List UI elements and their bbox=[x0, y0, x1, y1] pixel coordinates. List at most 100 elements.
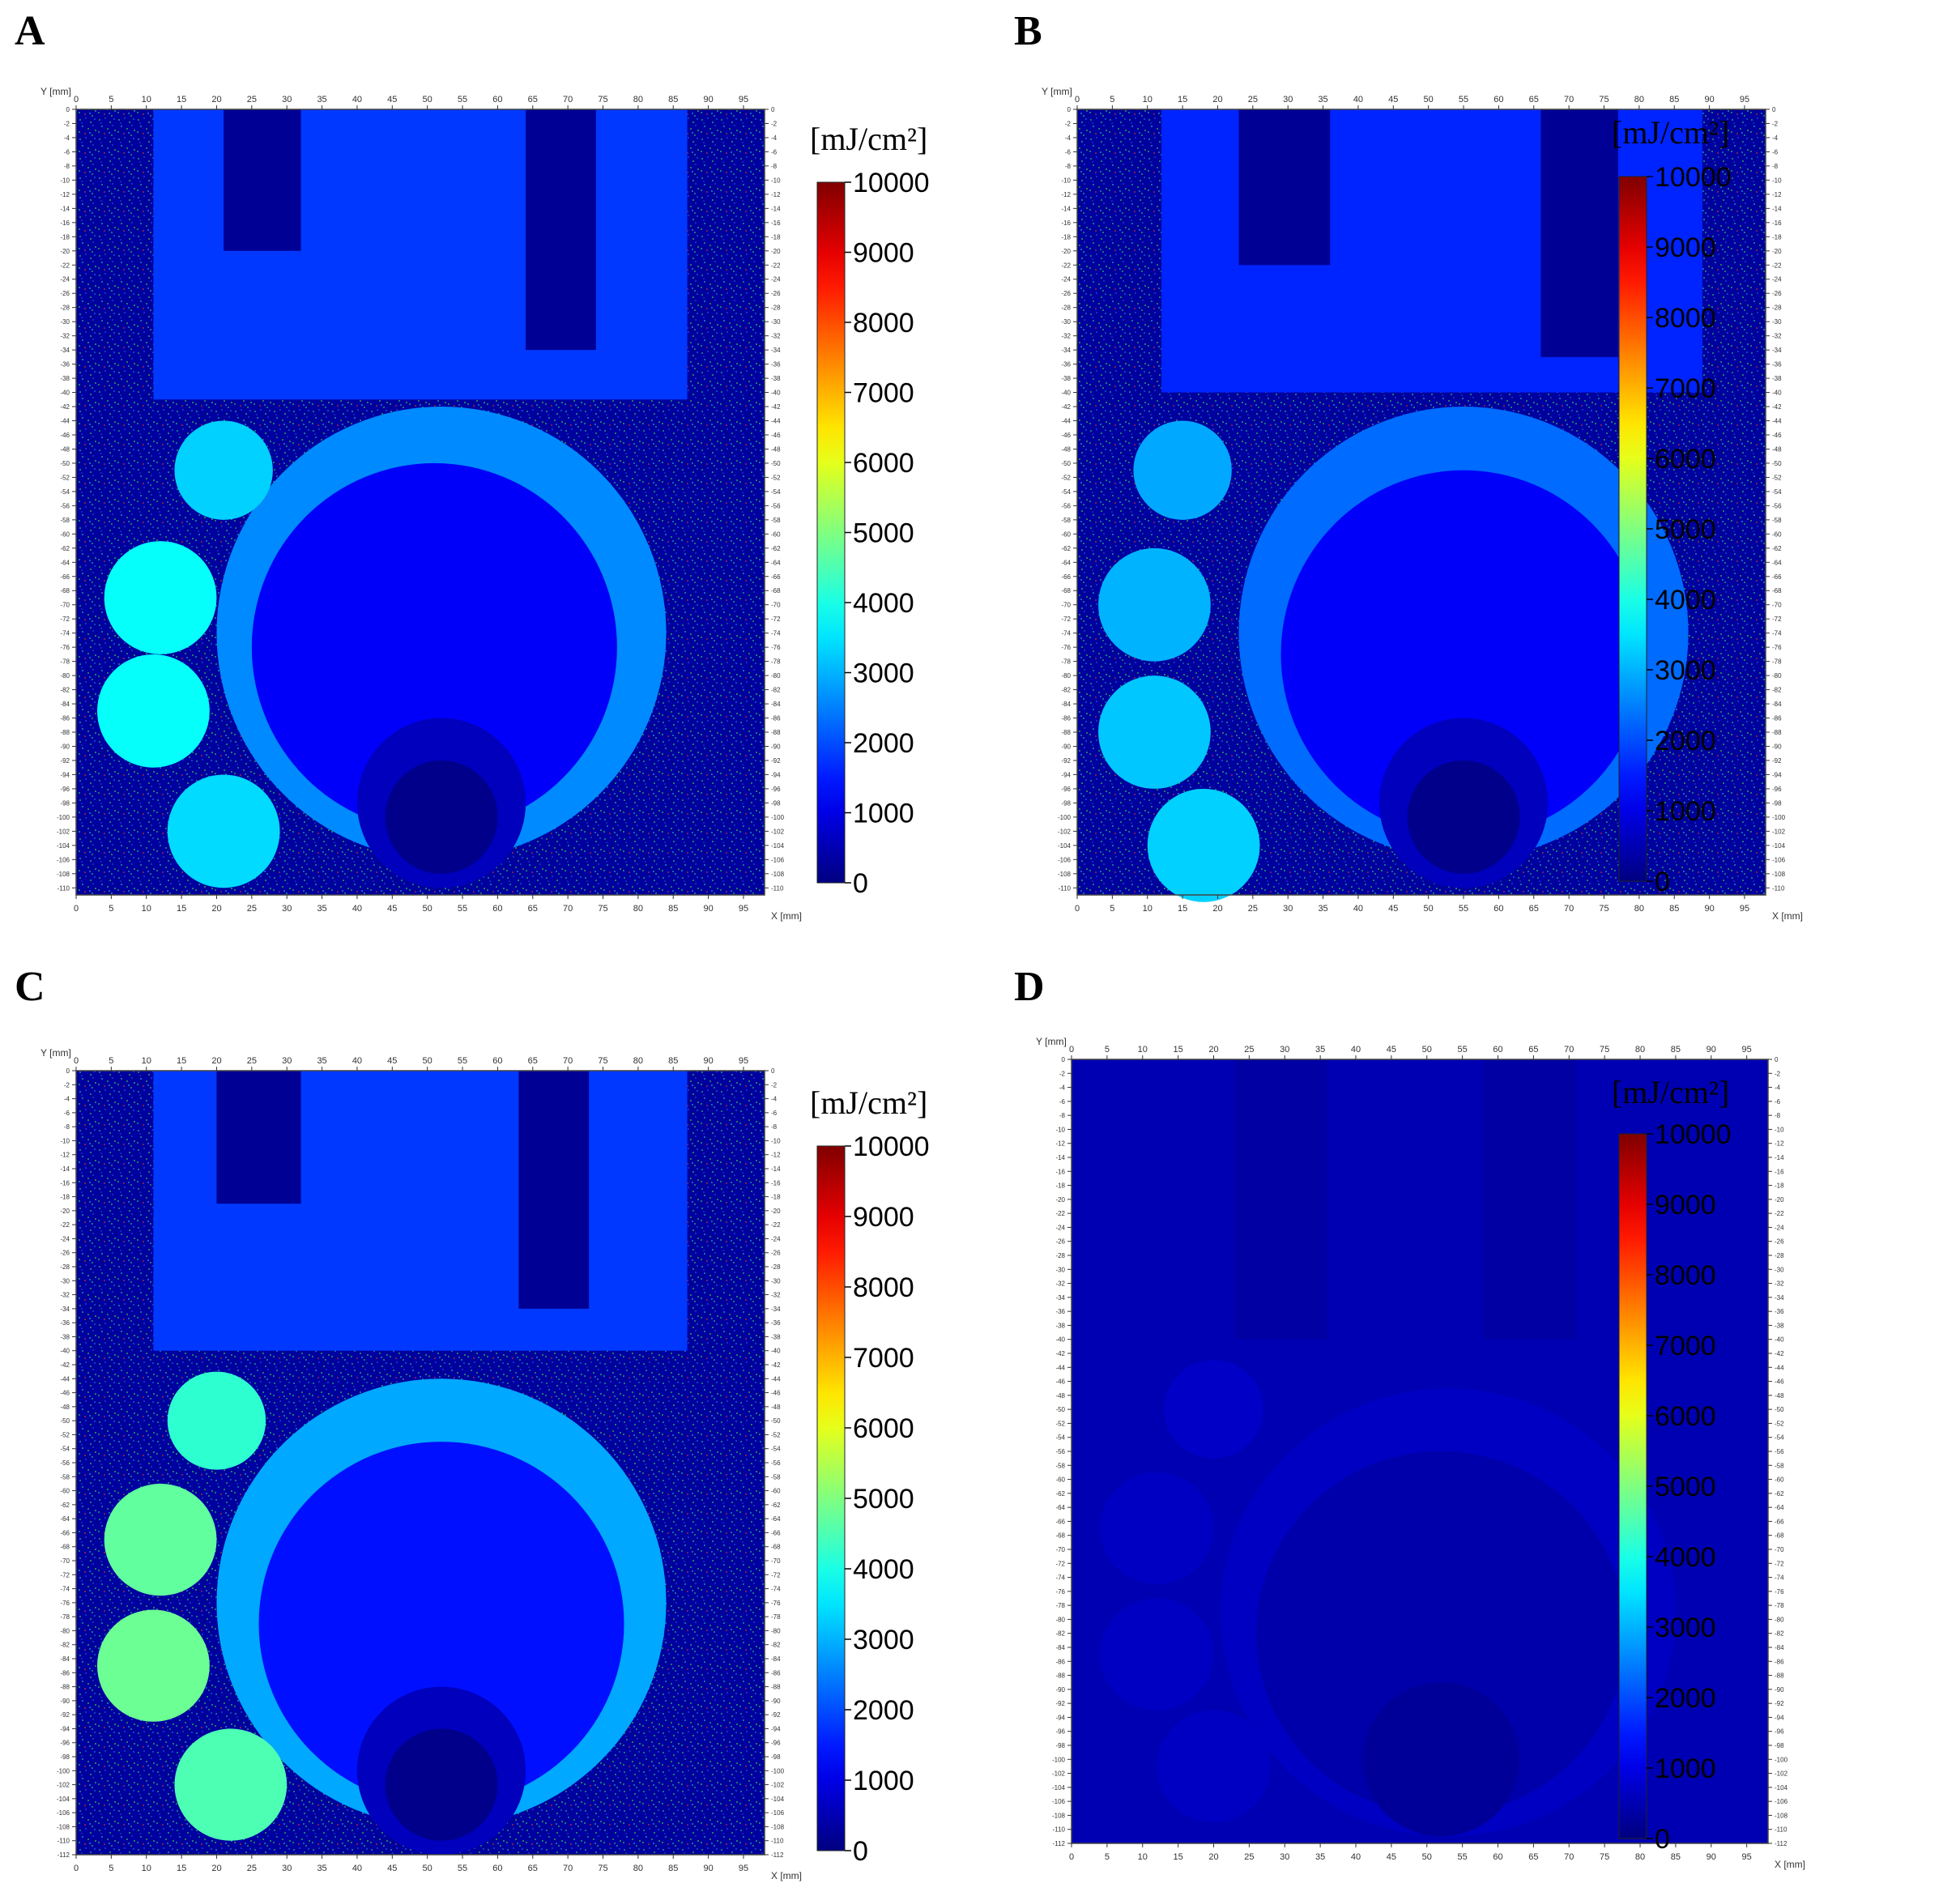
x-tick-label: 20 bbox=[211, 95, 221, 104]
region-circle bbox=[167, 1371, 266, 1470]
colorbar-tick-label: 8000 bbox=[853, 1272, 914, 1303]
colorbar-tick-label: 1000 bbox=[1655, 796, 1716, 827]
y-tick-label: -102 bbox=[771, 828, 785, 835]
x-axis-title: X [mm] bbox=[771, 910, 802, 922]
x-tick-label: 85 bbox=[1671, 1852, 1681, 1862]
x-tick-label: 35 bbox=[1315, 1045, 1325, 1055]
y-tick-label: -8 bbox=[1775, 1112, 1781, 1119]
y-tick-label: -98 bbox=[60, 799, 70, 807]
y-tick-label: -66 bbox=[1055, 1518, 1065, 1525]
y-tick-label: -68 bbox=[60, 587, 70, 594]
x-tick-label: 30 bbox=[282, 95, 292, 104]
y-tick-label: -80 bbox=[771, 1627, 781, 1634]
y-tick-label: -86 bbox=[60, 715, 70, 722]
y-tick-label: -90 bbox=[1775, 1686, 1784, 1694]
y-tick-label: -94 bbox=[771, 1725, 781, 1732]
y-tick-label: -60 bbox=[1772, 530, 1782, 538]
y-tick-label: -92 bbox=[1775, 1700, 1784, 1707]
y-tick-label: -104 bbox=[1058, 842, 1072, 850]
x-tick-label: 10 bbox=[1138, 1852, 1148, 1862]
y-tick-label: -52 bbox=[1061, 474, 1071, 481]
y-tick-label: -10 bbox=[1061, 177, 1071, 184]
y-tick-label: -82 bbox=[60, 687, 70, 694]
y-tick-label: -70 bbox=[771, 1557, 781, 1565]
y-tick-label: -30 bbox=[771, 318, 781, 326]
y-tick-label: -80 bbox=[1055, 1616, 1065, 1623]
x-tick-label: 35 bbox=[317, 95, 326, 104]
y-tick-label: -40 bbox=[60, 390, 70, 397]
region-circle bbox=[1147, 788, 1260, 902]
x-tick-label: 15 bbox=[177, 1056, 186, 1066]
y-tick-label: -18 bbox=[771, 1194, 781, 1201]
y-tick-label: -82 bbox=[1772, 687, 1782, 694]
y-tick-label: -42 bbox=[60, 1361, 70, 1369]
y-tick-label: -60 bbox=[1061, 530, 1071, 538]
y-tick-label: -8 bbox=[771, 1123, 778, 1131]
y-tick-label: -90 bbox=[1055, 1686, 1065, 1694]
x-tick-label: 5 bbox=[109, 904, 113, 914]
y-tick-label: -56 bbox=[60, 1459, 70, 1467]
x-tick-label: 25 bbox=[247, 904, 257, 914]
colorbar-tick-label: 7000 bbox=[853, 378, 914, 409]
y-tick-label: -34 bbox=[60, 347, 70, 354]
y-tick-label: -98 bbox=[1772, 799, 1782, 807]
y-tick-label: -70 bbox=[771, 602, 781, 609]
y-tick-label: -78 bbox=[60, 658, 70, 666]
y-tick-label: -52 bbox=[771, 474, 781, 481]
x-tick-label: 80 bbox=[633, 1864, 643, 1873]
y-tick-label: -74 bbox=[1055, 1574, 1065, 1582]
y-tick-label: -102 bbox=[1058, 828, 1072, 835]
y-tick-label: -52 bbox=[1775, 1420, 1784, 1427]
y-tick-label: -52 bbox=[1055, 1420, 1065, 1427]
y-tick-label: -88 bbox=[60, 1684, 70, 1691]
x-axis-title: X [mm] bbox=[771, 1870, 802, 1881]
y-tick-label: -94 bbox=[60, 1725, 70, 1732]
y-tick-label: -54 bbox=[1055, 1434, 1065, 1442]
y-tick-label: -16 bbox=[771, 219, 781, 227]
colorbar-tick-label: 10000 bbox=[1655, 1119, 1732, 1150]
x-tick-label: 75 bbox=[598, 1056, 607, 1066]
y-tick-label: -38 bbox=[60, 1333, 70, 1340]
x-tick-label: 10 bbox=[142, 904, 151, 914]
x-tick-label: 75 bbox=[598, 904, 607, 914]
region-circle bbox=[104, 541, 217, 654]
region-circle bbox=[258, 1442, 624, 1806]
y-tick-label: -8 bbox=[1065, 163, 1072, 170]
colorbar-tick-label: 8000 bbox=[1655, 303, 1716, 334]
x-tick-label: 30 bbox=[1280, 1045, 1289, 1055]
y-axis-title: Y [mm] bbox=[40, 1047, 71, 1059]
y-tick-label: -88 bbox=[771, 1684, 781, 1691]
y-tick-label: -26 bbox=[1772, 290, 1782, 297]
x-tick-label: 60 bbox=[1493, 1852, 1502, 1862]
y-tick-label: -16 bbox=[60, 1179, 70, 1187]
y-tick-label: -10 bbox=[771, 177, 781, 184]
y-tick-label: -18 bbox=[1055, 1182, 1065, 1190]
y-tick-label: -28 bbox=[1775, 1252, 1784, 1259]
y-tick-label: -22 bbox=[1061, 262, 1071, 269]
y-tick-label: -104 bbox=[1772, 842, 1786, 850]
y-tick-label: -40 bbox=[1061, 390, 1071, 397]
x-tick-label: 20 bbox=[1208, 1045, 1218, 1055]
y-tick-label: -106 bbox=[57, 1809, 70, 1817]
x-tick-label: 60 bbox=[492, 95, 502, 104]
x-tick-label: 0 bbox=[1069, 1045, 1074, 1055]
colorbar-tick-label: 5000 bbox=[1655, 1472, 1716, 1502]
y-tick-label: -20 bbox=[1055, 1196, 1065, 1204]
y-tick-label: -42 bbox=[771, 403, 781, 411]
y-tick-label: -94 bbox=[1061, 771, 1071, 778]
colorbar bbox=[1618, 1133, 1647, 1839]
y-tick-label: -10 bbox=[60, 177, 70, 184]
colorbar-tick-label: 5000 bbox=[1655, 514, 1716, 545]
y-tick-label: -34 bbox=[771, 347, 781, 354]
y-tick-label: 0 bbox=[1062, 1056, 1066, 1063]
y-tick-label: -36 bbox=[60, 1319, 70, 1327]
y-tick-label: -44 bbox=[771, 418, 781, 425]
y-tick-label: -60 bbox=[771, 1488, 781, 1495]
y-tick-label: -72 bbox=[1061, 616, 1071, 623]
y-tick-label: -86 bbox=[1772, 715, 1782, 722]
y-tick-label: -4 bbox=[64, 1096, 70, 1103]
y-tick-label: -6 bbox=[64, 1110, 70, 1117]
y-tick-label: -88 bbox=[1061, 729, 1071, 736]
x-tick-label: 60 bbox=[1493, 904, 1503, 914]
